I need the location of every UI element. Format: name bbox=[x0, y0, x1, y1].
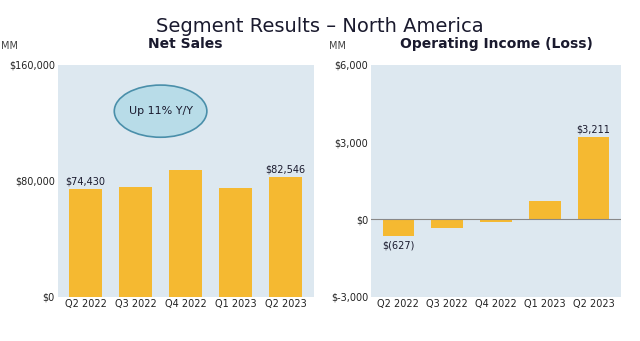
Bar bbox=[480, 219, 512, 222]
Text: $(627): $(627) bbox=[382, 240, 415, 250]
Text: Up 11% Y/Y: Up 11% Y/Y bbox=[129, 106, 193, 116]
Bar bbox=[529, 201, 561, 219]
Text: Operating Income (Loss): Operating Income (Loss) bbox=[399, 37, 593, 51]
Text: $74,430: $74,430 bbox=[65, 176, 106, 186]
Text: $82,546: $82,546 bbox=[266, 164, 306, 175]
Text: Segment Results – North America: Segment Results – North America bbox=[156, 17, 484, 36]
Text: $3,211: $3,211 bbox=[577, 124, 611, 135]
Text: MM: MM bbox=[1, 41, 19, 51]
Bar bbox=[578, 137, 609, 219]
Bar bbox=[431, 219, 463, 228]
Text: MM: MM bbox=[329, 41, 346, 51]
Bar bbox=[269, 177, 302, 297]
Bar bbox=[170, 170, 202, 297]
Ellipse shape bbox=[115, 85, 207, 137]
Text: Net Sales: Net Sales bbox=[148, 37, 223, 51]
Bar bbox=[119, 187, 152, 297]
Bar bbox=[69, 189, 102, 297]
Bar bbox=[220, 188, 252, 297]
Bar bbox=[383, 219, 414, 236]
